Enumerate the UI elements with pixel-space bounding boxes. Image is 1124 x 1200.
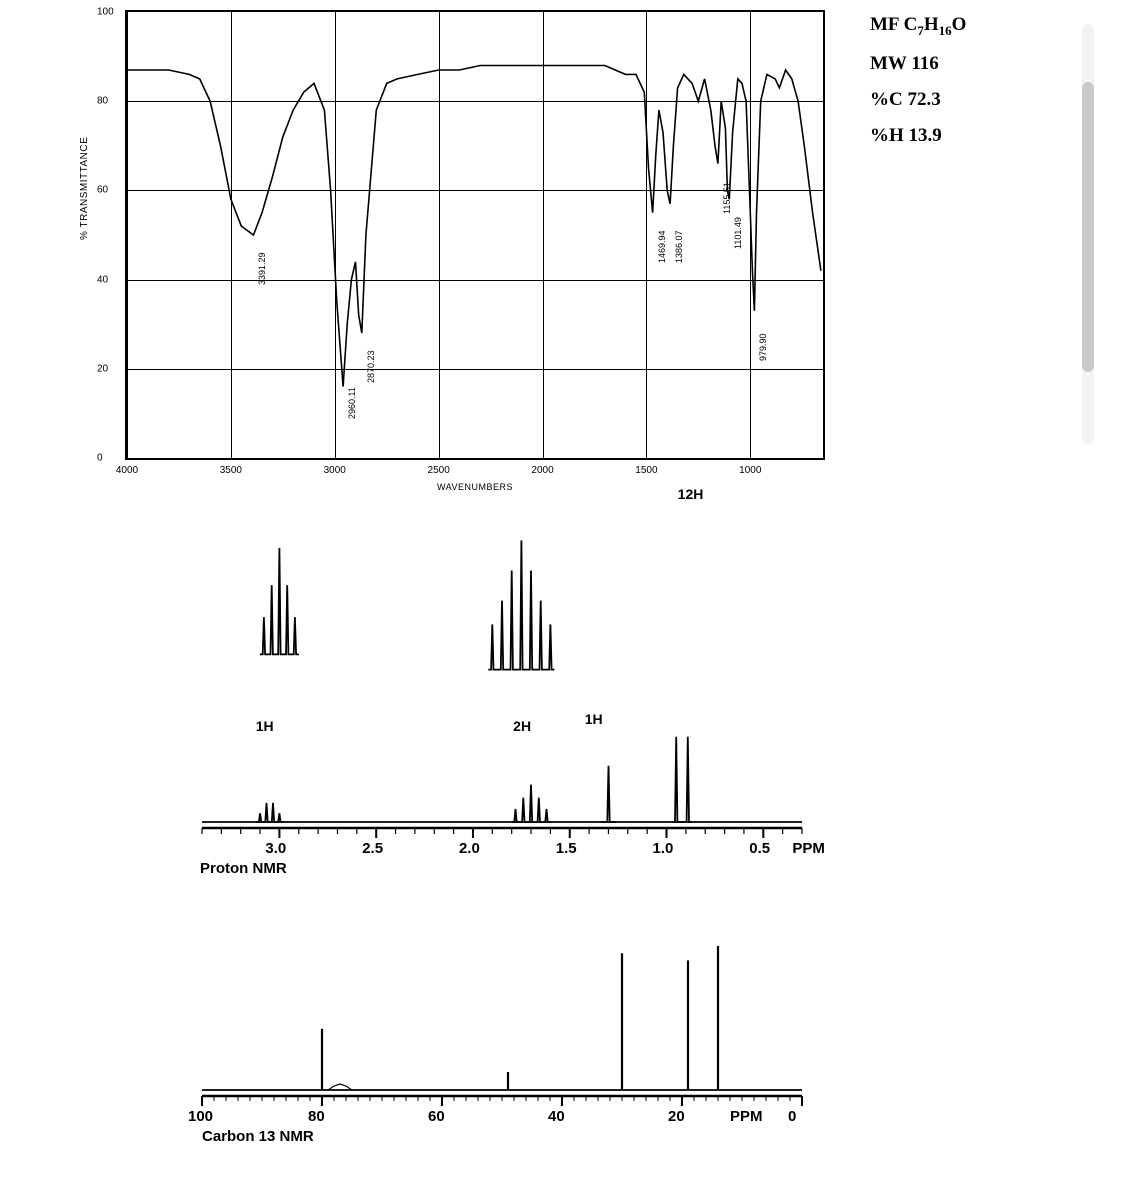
percent-hydrogen: %H 13.9 [870, 125, 966, 147]
scrollbar-thumb[interactable] [1082, 82, 1094, 372]
ir-x-tick: 1500 [635, 465, 657, 476]
proton-nmr-title: Proton NMR [200, 860, 287, 877]
ir-peak-label: 3391.29 [257, 252, 267, 285]
proton-nmr-panel: Proton NMR 1H2H1H12H3.02.52.01.51.00.5PP… [182, 510, 822, 890]
proton-nmr-svg [182, 510, 822, 890]
cnmr-x-tick: 80 [308, 1108, 325, 1125]
hnmr-x-tick: 2.0 [459, 840, 480, 857]
page: % TRANSMITTANCE WAVENUMBERS 400035003000… [0, 0, 1124, 1200]
hnmr-integral-label: 12H [678, 486, 704, 502]
ir-x-tick: 4000 [116, 465, 138, 476]
ir-peak-label: 2870.23 [366, 351, 376, 384]
ir-x-tick: 2500 [428, 465, 450, 476]
cnmr-x-tick: 60 [428, 1108, 445, 1125]
ir-peak-label: 979.90 [758, 333, 768, 361]
ir-peak-label: 1469.94 [657, 230, 667, 263]
hnmr-x-tick: 3.0 [265, 840, 286, 857]
hnmr-x-tick: 1.0 [653, 840, 674, 857]
ir-peak-label: 1386.07 [674, 230, 684, 263]
carbon-nmr-panel: Carbon 13 NMR 100 80 60 40 20 0 PPM [182, 910, 822, 1160]
scrollbar-track[interactable] [1082, 24, 1094, 444]
hnmr-x-tick: 1.5 [556, 840, 577, 857]
ir-x-axis-label: WAVENUMBERS [437, 482, 513, 492]
ir-y-tick: 100 [97, 7, 114, 18]
ir-y-tick: 40 [97, 274, 108, 285]
cnmr-x-tick: 0 [788, 1108, 796, 1125]
hnmr-integral-label: 2H [513, 718, 531, 734]
ir-x-tick: 2000 [531, 465, 553, 476]
ir-x-tick: 3000 [324, 465, 346, 476]
cnmr-x-tick: 20 [668, 1108, 685, 1125]
hnmr-x-tick: 2.5 [362, 840, 383, 857]
ir-y-tick: 20 [97, 363, 108, 374]
ir-y-tick: 0 [97, 453, 103, 464]
molecular-formula: MF C7H16O [870, 14, 966, 39]
hnmr-ppm-label: PPM [792, 840, 825, 857]
percent-carbon: %C 72.3 [870, 89, 966, 111]
ir-plot-area: WAVENUMBERS 4000350030002500200015001000… [125, 10, 825, 460]
ir-spectrum-panel: % TRANSMITTANCE WAVENUMBERS 400035003000… [85, 10, 855, 500]
ir-peak-label: 1101.49 [733, 217, 743, 249]
ir-peak-label: 2960.11 [347, 387, 357, 419]
cnmr-x-tick: 100 [188, 1108, 213, 1125]
cnmr-x-tick: 40 [548, 1108, 565, 1125]
carbon-nmr-svg [182, 910, 822, 1160]
cnmr-ppm-label: PPM [730, 1108, 763, 1125]
carbon-nmr-title: Carbon 13 NMR [202, 1128, 314, 1145]
molecular-weight: MW 116 [870, 53, 966, 75]
hnmr-integral-label: 1H [256, 718, 274, 734]
ir-peak-label: 1155.51 [722, 182, 732, 214]
compound-info: MF C7H16O MW 116 %C 72.3 %H 13.9 [870, 14, 966, 161]
ir-y-tick: 80 [97, 96, 108, 107]
hnmr-integral-label: 1H [585, 711, 603, 727]
ir-x-tick: 1000 [739, 465, 761, 476]
ir-y-tick: 60 [97, 185, 108, 196]
ir-y-axis-label: % TRANSMITTANCE [79, 137, 90, 240]
ir-x-tick: 3500 [220, 465, 242, 476]
hnmr-x-tick: 0.5 [749, 840, 770, 857]
